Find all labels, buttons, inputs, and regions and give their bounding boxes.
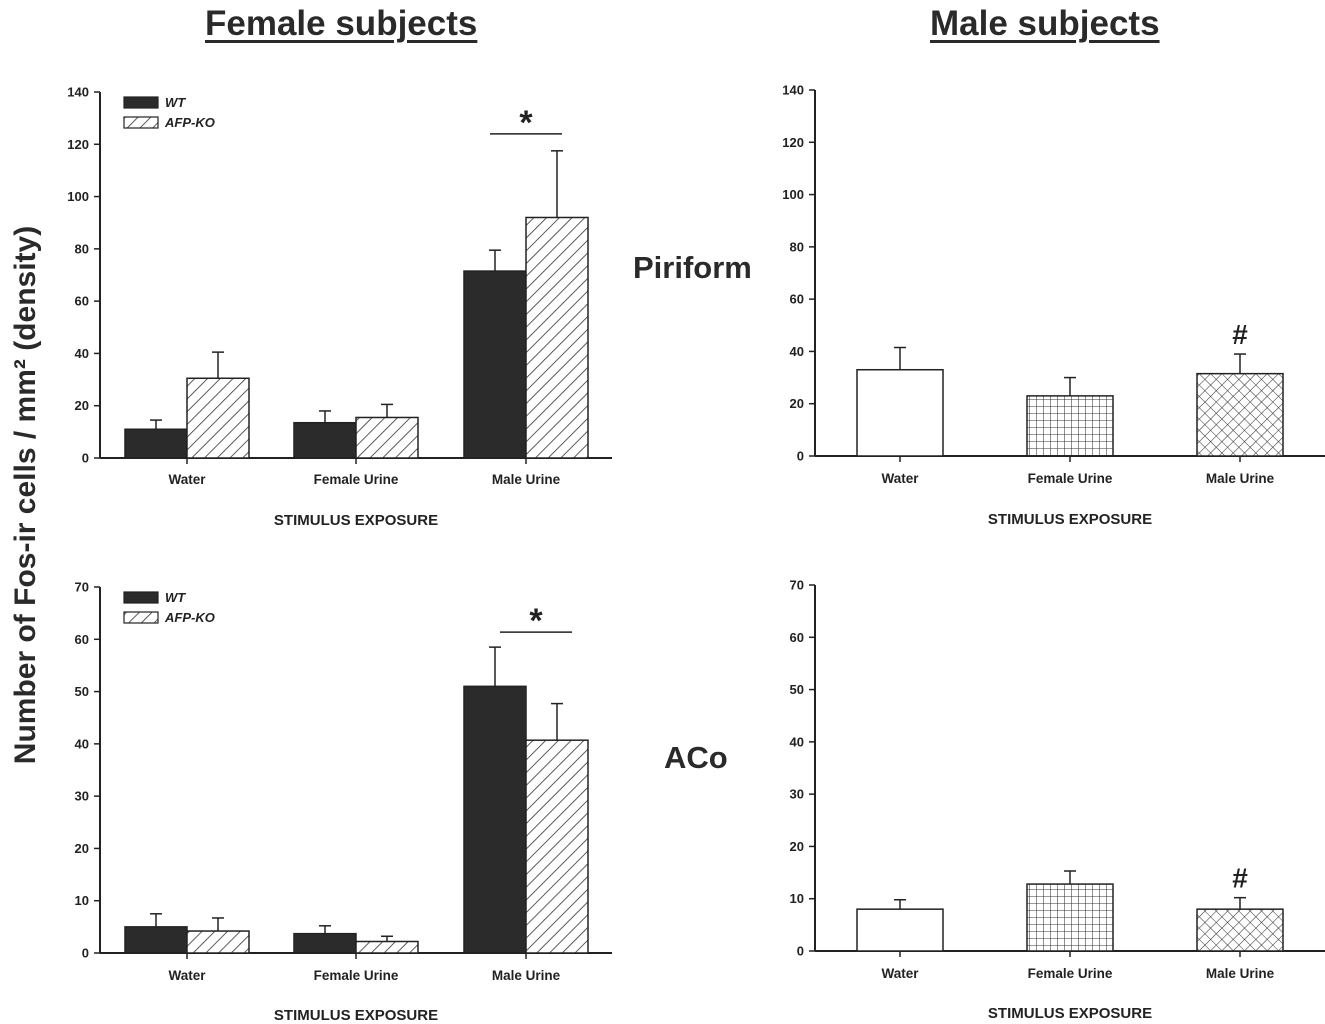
y-tick-label: 40	[75, 346, 89, 361]
y-tick-label: 80	[75, 241, 89, 256]
bar-wt-male-urine	[463, 270, 527, 459]
bar-wt-female-urine	[293, 421, 357, 459]
x-axis-title: STIMULUS EXPOSURE	[988, 511, 1152, 528]
bar-afp-ko-male-urine	[525, 216, 589, 459]
x-tick-label: Water	[168, 472, 206, 487]
region-label-aco: ACo	[664, 740, 728, 775]
chart-panel-female-aco: 0 10 20 30 40 50 60 70 Water Female Urine Male Uri…	[75, 580, 612, 1024]
y-tick-label: 100	[67, 189, 89, 204]
legend-swatch-wt	[123, 96, 159, 109]
y-tick-label: 60	[75, 294, 89, 309]
x-tick-label: Male Urine	[492, 968, 561, 983]
y-tick-label: 20	[790, 839, 804, 854]
y-tick-label: 60	[790, 630, 804, 645]
y-tick-label: 10	[790, 891, 804, 906]
chart-panel-female-piriform: 0 20 40 60 80 100 120 140 Water Female Urine Male …	[67, 85, 612, 529]
region-label-piriform: Piriform	[633, 250, 752, 285]
x-tick-label: Female Urine	[314, 968, 399, 983]
y-tick-label: 70	[75, 580, 89, 595]
x-axis-title: STIMULUS EXPOSURE	[274, 512, 438, 529]
legend-swatch-afp-ko	[123, 611, 159, 624]
y-tick-label: 60	[790, 292, 804, 307]
bar-subject-male-urine	[1196, 372, 1284, 457]
x-tick-label: Water	[168, 968, 206, 983]
y-tick-label: 30	[75, 789, 89, 804]
bar-afp-ko-female-urine	[355, 416, 419, 459]
female-subjects-title: Female subjects	[205, 4, 478, 43]
y-tick-label: 0	[82, 946, 89, 961]
y-tick-label: 0	[797, 944, 804, 959]
significance-star: *	[529, 602, 543, 640]
y-tick-label: 40	[75, 736, 89, 751]
bar-wt-male-urine	[463, 685, 527, 954]
x-tick-label: Male Urine	[1206, 966, 1275, 981]
bar-wt-female-urine	[293, 932, 357, 954]
x-tick-label: Female Urine	[314, 472, 399, 487]
legend-label-afp-ko: AFP-KO	[164, 610, 215, 625]
y-tick-label: 140	[67, 85, 89, 100]
bar-afp-ko-female-urine	[355, 940, 419, 954]
chart-panel-male-aco: 0 10 20 30 40 50 60 70 Water Female Urine Male Uri…	[790, 578, 1325, 1022]
y-tick-label: 0	[82, 451, 89, 466]
y-tick-label: 40	[790, 734, 804, 749]
y-tick-label: 20	[790, 396, 804, 411]
y-tick-label: 50	[75, 684, 89, 699]
y-tick-label: 80	[790, 239, 804, 254]
y-tick-label: 10	[75, 893, 89, 908]
bar-subject-male-urine	[1196, 908, 1284, 952]
legend-swatch-wt	[123, 591, 159, 604]
x-tick-label: Male Urine	[1206, 471, 1275, 486]
y-tick-label: 140	[782, 83, 804, 98]
significance-hash: #	[1232, 863, 1248, 894]
bar-afp-ko-water	[186, 930, 250, 954]
y-tick-label: 120	[67, 137, 89, 152]
bar-wt-water	[124, 428, 188, 459]
y-tick-label: 100	[782, 187, 804, 202]
x-tick-label: Water	[881, 471, 919, 486]
y-tick-label: 120	[782, 135, 804, 150]
y-tick-label: 70	[790, 578, 804, 593]
chart-panel-male-piriform: 0 20 40 60 80 100 120 140 Water Female Urine Male …	[782, 83, 1325, 528]
x-tick-label: Male Urine	[492, 472, 561, 487]
y-tick-label: 20	[75, 841, 89, 856]
bar-afp-ko-male-urine	[525, 739, 589, 954]
legend-swatch-afp-ko	[123, 116, 159, 129]
bar-wt-water	[124, 926, 188, 954]
bar-subject-female-urine	[1026, 883, 1114, 952]
x-tick-label: Female Urine	[1028, 966, 1113, 981]
x-tick-label: Water	[881, 966, 919, 981]
significance-star: *	[519, 104, 533, 142]
x-axis-title: STIMULUS EXPOSURE	[274, 1007, 438, 1024]
significance-hash: #	[1232, 319, 1248, 350]
male-subjects-title: Male subjects	[930, 4, 1160, 43]
legend-label-wt: WT	[165, 590, 186, 605]
bar-subject-female-urine	[1026, 395, 1114, 457]
bar-subject-water	[856, 368, 944, 457]
y-tick-label: 30	[790, 787, 804, 802]
bar-subject-water	[856, 908, 944, 952]
legend-label-wt: WT	[165, 95, 186, 110]
x-tick-label: Female Urine	[1028, 471, 1113, 486]
bar-afp-ko-water	[186, 377, 250, 459]
y-tick-label: 20	[75, 398, 89, 413]
x-axis-title: STIMULUS EXPOSURE	[988, 1005, 1152, 1022]
legend-label-afp-ko: AFP-KO	[164, 115, 215, 130]
y-tick-label: 40	[790, 344, 804, 359]
y-tick-label: 60	[75, 632, 89, 647]
y-tick-label: 0	[797, 449, 804, 464]
y-tick-label: 50	[790, 682, 804, 697]
